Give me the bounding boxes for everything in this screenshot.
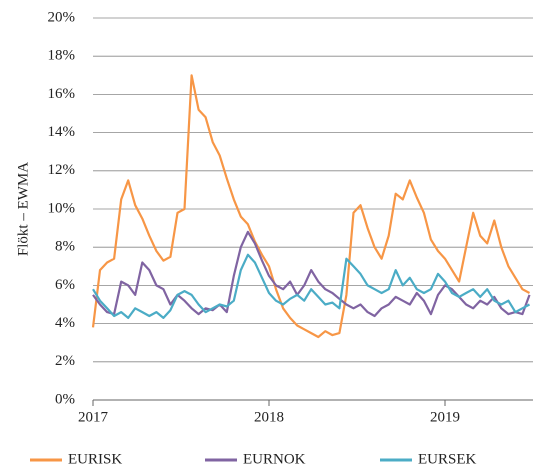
y-tick-label: 14% [48, 124, 76, 140]
legend-label: EURSEK [418, 451, 477, 467]
series-line [92, 253, 531, 319]
y-tick-label: 16% [48, 86, 76, 102]
y-tick-label: 20% [48, 9, 76, 25]
y-axis-label: Flökt – EWMA [15, 162, 31, 256]
x-tick-label: 2017 [78, 409, 109, 425]
series-line [92, 230, 531, 318]
y-tick-label: 4% [55, 315, 75, 331]
y-tick-label: 2% [55, 353, 75, 369]
x-tick-label: 2019 [430, 409, 460, 425]
y-tick-label: 0% [55, 391, 75, 407]
y-tick-label: 12% [48, 162, 76, 178]
y-tick-label: 8% [55, 239, 75, 255]
series-line [91, 74, 531, 339]
legend-label: EURISK [68, 451, 122, 467]
y-tick-label: 18% [48, 48, 76, 64]
y-tick-label: 10% [48, 200, 76, 216]
legend-label: EURNOK [243, 451, 306, 467]
x-tick-label: 2018 [254, 409, 284, 425]
y-tick-label: 6% [55, 277, 75, 293]
